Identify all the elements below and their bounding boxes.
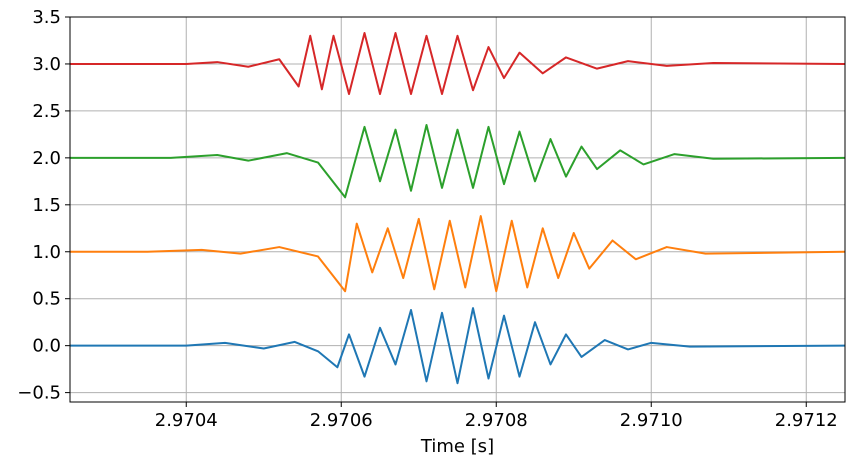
series-layer bbox=[70, 31, 846, 385]
series-1 bbox=[70, 215, 846, 293]
y-tick-label: 3.5 bbox=[32, 7, 61, 28]
x-tick-label: 2.9710 bbox=[620, 410, 683, 431]
x-axis-ticks: 2.9704 2.9706 2.9708 2.9710 2.9712 bbox=[155, 402, 838, 431]
series-2 bbox=[70, 123, 846, 199]
series-line bbox=[70, 307, 846, 385]
y-tick-label: −0.5 bbox=[17, 383, 61, 404]
y-tick-label: 2.5 bbox=[32, 101, 61, 122]
plot-frame bbox=[69, 16, 846, 403]
x-axis-label: Time [s] bbox=[420, 436, 494, 457]
y-tick-label: 3.0 bbox=[32, 54, 61, 75]
series-0 bbox=[70, 307, 846, 385]
y-tick-label: 0.0 bbox=[32, 336, 61, 357]
series-3 bbox=[70, 31, 846, 95]
x-tick-label: 2.9708 bbox=[465, 410, 528, 431]
x-tick-label: 2.9706 bbox=[310, 410, 373, 431]
series-line bbox=[70, 123, 846, 199]
y-tick-label: 1.5 bbox=[32, 195, 61, 216]
series-line bbox=[70, 31, 846, 95]
y-tick-label: 1.0 bbox=[32, 242, 61, 263]
x-tick-label: 2.9704 bbox=[155, 410, 218, 431]
x-tick-label: 2.9712 bbox=[775, 410, 838, 431]
y-axis-ticks: −0.5 0.0 0.5 1.0 1.5 2.0 2.5 3.0 3.5 bbox=[17, 7, 70, 404]
y-tick-label: 2.0 bbox=[32, 148, 61, 169]
series-line bbox=[70, 215, 846, 293]
y-tick-label: 0.5 bbox=[32, 289, 61, 310]
